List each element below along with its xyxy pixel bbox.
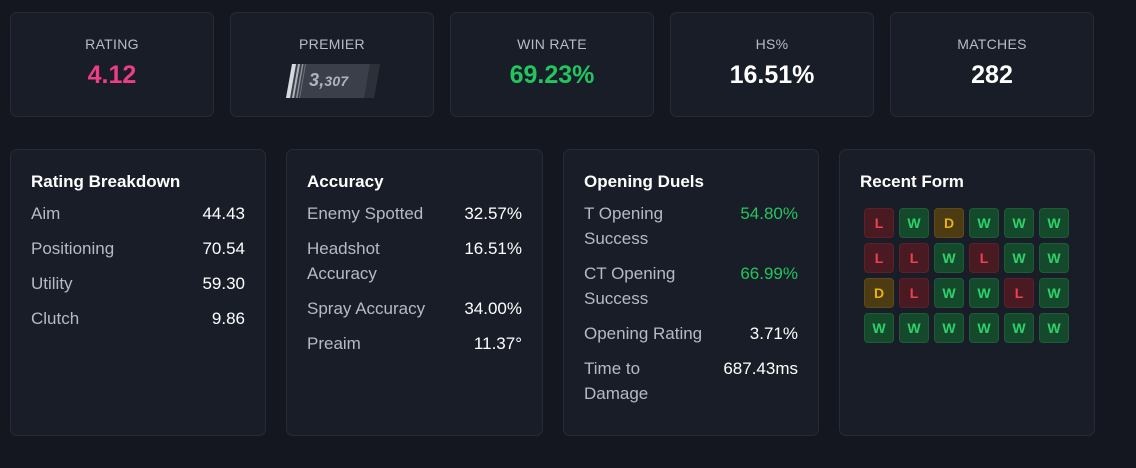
row-value: 70.54: [202, 239, 245, 258]
row-value: 9.86: [211, 309, 245, 328]
row-label: Positioning: [31, 239, 115, 258]
match-result-badge[interactable]: W: [1039, 278, 1069, 308]
row-label: Spray Accuracy: [307, 299, 426, 318]
row-label: Headshot Accuracy: [307, 239, 380, 283]
match-result-badge[interactable]: D: [934, 208, 964, 238]
match-result-badge[interactable]: W: [1039, 208, 1069, 238]
duels-row-t-opening: T Opening Success 54.80%: [584, 201, 798, 251]
winrate-label: WIN RATE: [517, 36, 587, 52]
row-value: 687.43ms: [723, 359, 798, 378]
premier-value: 3,307: [309, 70, 349, 90]
hs-stat-card: HS% 16.51%: [670, 12, 874, 117]
breakdown-row-utility: Utility 59.30: [31, 271, 245, 296]
match-result-badge[interactable]: L: [1004, 278, 1034, 308]
row-label: Aim: [31, 204, 61, 223]
accuracy-row-spray: Spray Accuracy 34.00%: [307, 296, 522, 321]
match-result-badge[interactable]: L: [864, 243, 894, 273]
row-label: T Opening Success: [584, 204, 664, 248]
accuracy-card: Accuracy Enemy Spotted 32.57% Headshot A…: [286, 149, 543, 436]
row-label: CT Opening Success: [584, 264, 676, 308]
match-result-badge[interactable]: W: [934, 313, 964, 343]
match-result-badge[interactable]: W: [864, 313, 894, 343]
row-value: 11.37°: [473, 334, 522, 353]
row-label: Opening Rating: [584, 324, 703, 343]
row-value: 44.43: [202, 204, 245, 223]
stats-summary: RATING 4.12 PREMIER 3,307 WIN RATE 69.23…: [10, 12, 1095, 119]
winrate-value: 69.23%: [509, 61, 595, 89]
matches-stat-card: MATCHES 282: [890, 12, 1094, 117]
matches-value: 282: [971, 61, 1013, 89]
row-value: 66.99%: [740, 264, 798, 283]
opening-duels-card: Opening Duels T Opening Success 54.80% C…: [563, 149, 819, 436]
row-value: 3.71%: [749, 324, 798, 343]
duels-row-time-to-damage: Time to Damage 687.43ms: [584, 356, 798, 406]
match-result-badge[interactable]: L: [864, 208, 894, 238]
match-result-badge[interactable]: L: [899, 278, 929, 308]
rating-breakdown-title: Rating Breakdown: [31, 172, 181, 191]
row-value: 16.51%: [464, 239, 522, 258]
accuracy-row-preaim: Preaim 11.37°: [307, 331, 522, 356]
row-label: Time to Damage: [584, 359, 649, 403]
match-result-badge[interactable]: L: [899, 243, 929, 273]
duels-row-ct-opening: CT Opening Success 66.99%: [584, 261, 798, 311]
row-label: Preaim: [307, 334, 361, 353]
accuracy-title: Accuracy: [307, 172, 384, 191]
premier-rank-badge: 3,307: [284, 64, 380, 98]
accuracy-row-headshot: Headshot Accuracy 16.51%: [307, 236, 522, 286]
match-result-badge[interactable]: W: [1004, 208, 1034, 238]
match-result-badge[interactable]: W: [1039, 243, 1069, 273]
winrate-stat-card: WIN RATE 69.23%: [450, 12, 654, 117]
recent-form-title: Recent Form: [860, 172, 964, 191]
match-result-badge[interactable]: L: [969, 243, 999, 273]
row-label: Clutch: [31, 309, 80, 328]
row-value: 59.30: [202, 274, 245, 293]
match-result-badge[interactable]: W: [934, 278, 964, 308]
accuracy-row-enemy-spotted: Enemy Spotted 32.57%: [307, 201, 522, 226]
matches-label: MATCHES: [957, 36, 1027, 52]
rating-stat-card: RATING 4.12: [10, 12, 214, 117]
match-result-badge[interactable]: W: [1004, 243, 1034, 273]
row-value: 34.00%: [464, 299, 522, 318]
match-result-badge[interactable]: W: [969, 313, 999, 343]
breakdown-row-clutch: Clutch 9.86: [31, 306, 245, 331]
row-label: Utility: [31, 274, 73, 293]
match-result-badge[interactable]: W: [969, 278, 999, 308]
match-result-badge[interactable]: W: [899, 313, 929, 343]
premier-stat-card: PREMIER 3,307: [230, 12, 434, 117]
hs-label: HS%: [755, 36, 789, 52]
premier-label: PREMIER: [299, 36, 365, 52]
match-result-badge[interactable]: W: [969, 208, 999, 238]
match-result-badge[interactable]: W: [899, 208, 929, 238]
breakdown-row-positioning: Positioning 70.54: [31, 236, 245, 261]
premier-badge-icon: [286, 64, 380, 98]
match-result-badge[interactable]: W: [1039, 313, 1069, 343]
row-value: 54.80%: [740, 204, 798, 223]
match-result-badge[interactable]: D: [864, 278, 894, 308]
row-value: 32.57%: [464, 204, 522, 223]
rating-label: RATING: [85, 36, 139, 52]
breakdown-row-aim: Aim 44.43: [31, 201, 245, 226]
match-result-badge[interactable]: W: [1004, 313, 1034, 343]
hs-value: 16.51%: [729, 61, 815, 89]
match-result-badge[interactable]: W: [934, 243, 964, 273]
opening-duels-title: Opening Duels: [584, 172, 704, 191]
rating-value: 4.12: [87, 61, 137, 89]
duels-row-opening-rating: Opening Rating 3.71%: [584, 321, 798, 346]
rating-breakdown-card: Rating Breakdown Aim 44.43 Positioning 7…: [10, 149, 266, 436]
row-label: Enemy Spotted: [307, 204, 424, 223]
